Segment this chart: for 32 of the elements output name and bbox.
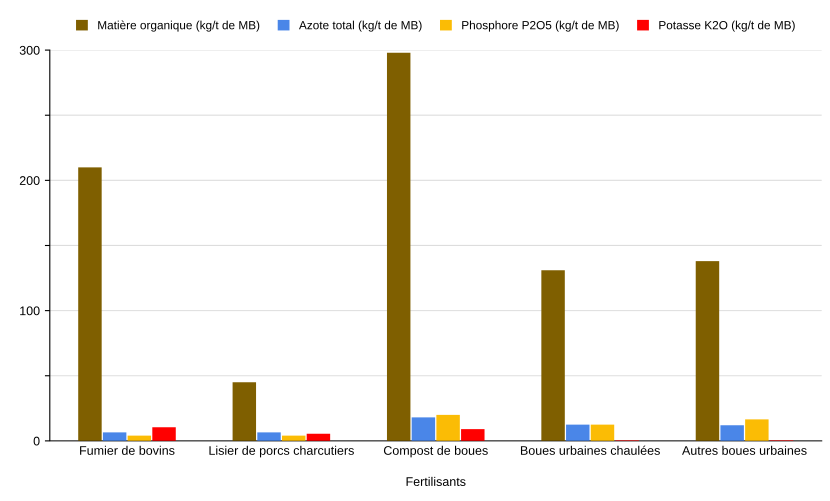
x-axis-title: Fertilisants bbox=[406, 476, 466, 486]
x-tick-label: Autres boues urbaines bbox=[682, 446, 807, 455]
y-tick-label: 0 bbox=[34, 436, 40, 446]
legend-label: Potasse K2O (kg/t de MB) bbox=[659, 20, 795, 32]
x-tick-label: Lisier de porcs charcutiers bbox=[209, 446, 354, 458]
bar bbox=[696, 261, 720, 441]
bar bbox=[461, 429, 485, 441]
y-tick-label: 100 bbox=[20, 306, 40, 316]
bar bbox=[720, 425, 744, 441]
bar bbox=[412, 417, 436, 441]
bar bbox=[232, 382, 256, 441]
legend-label: Azote total (kg/t de MB) bbox=[298, 20, 422, 32]
x-tick-label: Fumier de bovins bbox=[80, 446, 174, 455]
bar bbox=[152, 427, 176, 441]
y-tick-label: 200 bbox=[20, 176, 40, 186]
legend-label: Matière organique (kg/t de MB) bbox=[98, 20, 260, 32]
bar bbox=[386, 52, 410, 441]
bar bbox=[436, 414, 460, 441]
x-tick-label: Boues urbaines chaulées bbox=[520, 446, 660, 455]
bar bbox=[306, 434, 330, 441]
bar bbox=[590, 424, 614, 441]
bar bbox=[541, 270, 565, 441]
bar bbox=[78, 167, 102, 441]
legend-label: Phosphore P2O5 (kg/t de MB) bbox=[462, 20, 619, 32]
bar bbox=[566, 424, 590, 441]
x-tick-label: Compost de boues bbox=[384, 446, 488, 458]
bar bbox=[128, 436, 152, 441]
bar bbox=[282, 436, 306, 441]
y-tick-label: 300 bbox=[20, 46, 40, 55]
bar bbox=[745, 419, 769, 441]
bar bbox=[102, 432, 126, 441]
bar bbox=[257, 432, 281, 441]
